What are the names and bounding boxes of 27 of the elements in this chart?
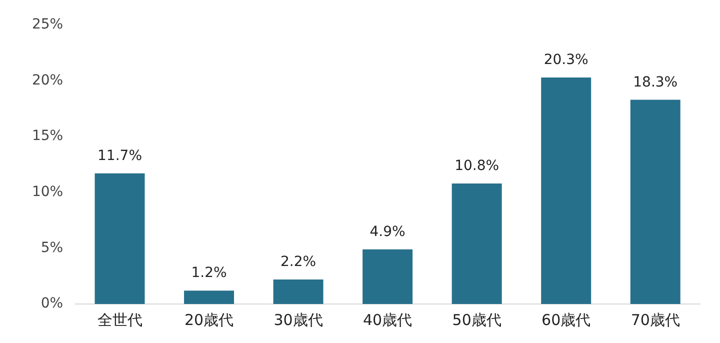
x-tick-label: 40歳代 <box>363 310 412 329</box>
data-label: 2.2% <box>280 254 316 270</box>
y-tick-label: 25% <box>32 16 64 33</box>
bar <box>94 173 145 304</box>
bar <box>362 249 413 304</box>
y-tick-label: 10% <box>32 184 64 200</box>
y-tick-label: 15% <box>32 128 64 144</box>
bar <box>541 77 592 304</box>
x-tick-label: 全世代 <box>97 310 142 329</box>
data-label: 1.2% <box>191 265 227 282</box>
data-label: 10.8% <box>454 158 500 174</box>
x-tick-label: 30歳代 <box>274 310 323 329</box>
data-label: 20.3% <box>544 52 588 68</box>
data-label: 11.7% <box>98 148 142 164</box>
bar <box>184 290 234 304</box>
x-tick-label: 60歳代 <box>542 310 591 329</box>
bar <box>630 100 680 304</box>
x-tick-label: 20歳代 <box>184 310 234 329</box>
data-label: 18.3% <box>633 74 678 90</box>
bar <box>452 183 502 304</box>
y-tick-label: 20% <box>32 72 64 88</box>
y-tick-label: 5% <box>40 240 64 256</box>
x-tick-label: 50歳代 <box>452 310 502 329</box>
bar <box>273 279 324 304</box>
data-label: 4.9% <box>370 224 406 240</box>
x-tick-label: 70歳代 <box>630 310 680 329</box>
y-tick-label: 0% <box>40 296 64 312</box>
